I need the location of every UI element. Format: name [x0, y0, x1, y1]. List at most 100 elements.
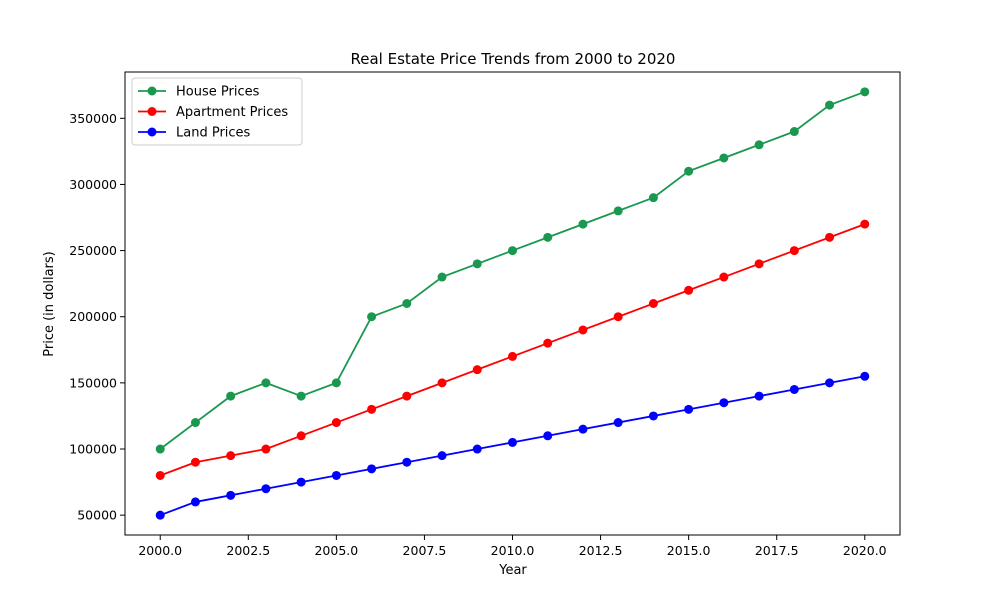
y-tick-label: 200000 — [69, 309, 117, 324]
data-point — [472, 365, 482, 375]
data-point — [155, 444, 165, 454]
data-point — [367, 464, 377, 474]
data-point — [472, 259, 482, 269]
data-point — [402, 391, 412, 401]
data-point — [825, 100, 835, 110]
x-tick-label: 2020.0 — [843, 543, 887, 558]
legend-item: House Prices — [138, 85, 260, 100]
data-point — [860, 219, 870, 229]
data-point — [226, 391, 236, 401]
data-point — [296, 477, 306, 487]
data-point — [261, 444, 271, 454]
data-point — [155, 510, 165, 520]
data-point — [648, 299, 658, 308]
data-point — [331, 470, 341, 480]
data-point — [719, 398, 729, 408]
legend-marker — [147, 107, 157, 116]
x-tick-label: 2000.0 — [138, 543, 182, 558]
data-point — [789, 246, 799, 256]
data-point — [754, 140, 764, 150]
data-point — [508, 351, 517, 361]
data-point — [190, 457, 200, 467]
legend: House Prices Apartment Prices Land Prices — [131, 77, 303, 146]
data-point — [613, 206, 623, 216]
data-point — [296, 391, 306, 401]
data-point — [684, 285, 694, 295]
data-point — [402, 299, 412, 308]
legend-label: Apartment Prices — [176, 105, 288, 120]
data-point — [543, 232, 553, 242]
x-tick-label: 2015.0 — [667, 543, 711, 558]
legend-item: Land Prices — [138, 126, 251, 141]
y-axis: 50000 100000 150000 200000 250000 300000 35000… — [69, 111, 125, 523]
data-point — [437, 378, 447, 388]
data-point — [402, 457, 412, 467]
data-point — [613, 418, 623, 428]
data-point — [226, 451, 236, 461]
data-point — [261, 484, 271, 494]
y-tick-label: 100000 — [69, 442, 117, 457]
data-point — [860, 371, 870, 381]
data-point — [789, 127, 799, 137]
data-point — [543, 338, 553, 348]
legend-label: Land Prices — [176, 126, 251, 141]
data-point — [190, 418, 200, 428]
data-point — [578, 325, 588, 335]
data-point — [719, 272, 729, 282]
data-point — [825, 232, 835, 242]
series-land-prices — [155, 371, 870, 520]
series-apartment-prices — [155, 219, 870, 480]
data-point — [754, 391, 764, 401]
data-point — [754, 259, 764, 269]
data-point — [367, 312, 377, 322]
x-axis-label: Year — [498, 563, 527, 578]
x-tick-label: 2012.5 — [579, 543, 623, 558]
data-point — [684, 166, 694, 176]
data-point — [860, 87, 870, 97]
data-point — [226, 490, 236, 500]
data-point — [155, 470, 165, 480]
data-point — [437, 451, 447, 461]
x-tick-label: 2005.0 — [314, 543, 358, 558]
y-tick-label: 250000 — [69, 243, 117, 258]
x-axis: 2000.0 2002.5 2005.0 2007.5 2010.0 2012.5 2015… — [138, 535, 887, 558]
data-point — [648, 193, 658, 203]
data-point — [508, 437, 517, 447]
y-tick-label: 150000 — [69, 375, 117, 390]
series-group — [155, 87, 870, 520]
data-point — [719, 153, 729, 163]
data-point — [543, 431, 553, 441]
data-point — [437, 272, 447, 282]
data-point — [331, 418, 341, 428]
data-point — [331, 378, 341, 388]
y-tick-label: 300000 — [69, 177, 117, 192]
series-house-prices — [155, 87, 870, 454]
legend-label: House Prices — [176, 85, 260, 100]
data-point — [613, 312, 623, 322]
y-axis-label: Price (in dollars) — [42, 251, 57, 357]
y-tick-label: 350000 — [69, 111, 117, 126]
data-point — [578, 219, 588, 229]
data-point — [367, 404, 377, 414]
data-point — [578, 424, 588, 434]
legend-marker — [147, 86, 157, 96]
data-point — [684, 404, 694, 414]
x-tick-label: 2017.5 — [755, 543, 799, 558]
legend-marker — [147, 127, 157, 137]
data-point — [508, 246, 517, 256]
x-tick-label: 2010.0 — [491, 543, 535, 558]
data-point — [296, 431, 306, 441]
data-point — [261, 378, 271, 388]
data-point — [825, 378, 835, 388]
x-tick-label: 2007.5 — [403, 543, 447, 558]
legend-item: Apartment Prices — [138, 105, 288, 120]
x-tick-label: 2002.5 — [226, 543, 270, 558]
data-point — [789, 384, 799, 394]
data-point — [472, 444, 482, 454]
legend-box — [131, 77, 303, 146]
data-point — [648, 411, 658, 421]
data-point — [190, 497, 200, 507]
y-tick-label: 50000 — [77, 508, 117, 523]
chart-title: Real Estate Price Trends from 2000 to 20… — [351, 50, 676, 68]
